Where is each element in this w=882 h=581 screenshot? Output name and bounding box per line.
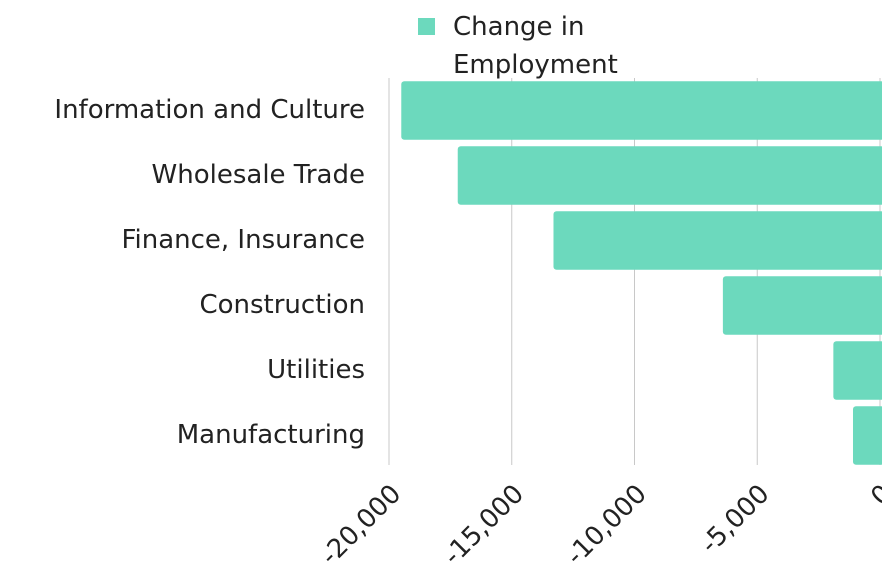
x-tick-label: -20,000 bbox=[315, 479, 407, 571]
y-tick-label: Construction bbox=[199, 290, 365, 320]
bar bbox=[833, 341, 882, 400]
x-tick-label: -10,000 bbox=[561, 479, 653, 571]
bar bbox=[401, 81, 882, 140]
y-tick-label: Utilities bbox=[267, 355, 365, 385]
x-tick-label: -15,000 bbox=[438, 479, 530, 571]
legend-label: Change in Employment bbox=[453, 12, 618, 80]
bar bbox=[553, 211, 882, 270]
y-tick-label: Information and Culture bbox=[54, 95, 365, 125]
bar bbox=[722, 276, 882, 335]
y-tick-label: Finance, Insurance bbox=[121, 225, 365, 255]
y-tick-label: Manufacturing bbox=[177, 420, 365, 450]
legend-swatch bbox=[418, 18, 435, 35]
bar bbox=[457, 146, 882, 205]
bar bbox=[852, 406, 882, 465]
x-tick-label: -5,000 bbox=[695, 479, 775, 559]
x-tick-label: 0 bbox=[865, 479, 882, 512]
y-tick-label: Wholesale Trade bbox=[152, 160, 365, 190]
legend: Change in Employment bbox=[418, 8, 643, 84]
